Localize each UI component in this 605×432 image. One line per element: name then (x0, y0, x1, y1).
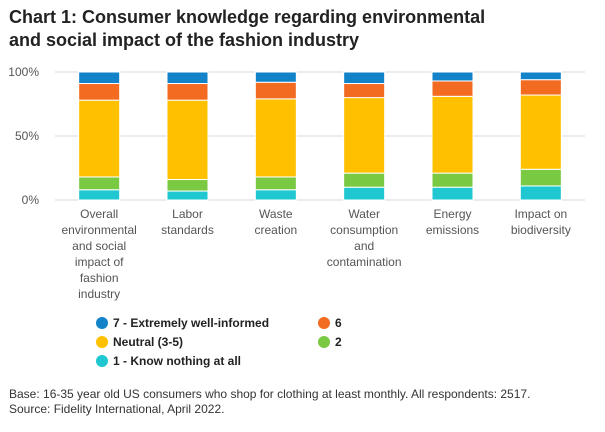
x-category-label: Waste creation (254, 207, 297, 237)
legend-item-2: 2 (318, 335, 398, 349)
bar-segment (519, 71, 562, 81)
x-category-label-line: Waste (259, 207, 293, 221)
footnote: Base: 16-35 year old US consumers who sh… (9, 387, 599, 417)
bar-segment (254, 71, 297, 83)
bar-segment (166, 179, 209, 192)
legend-swatch (96, 317, 108, 329)
x-category-label-line: impact of (75, 255, 124, 269)
x-category-label-line: industry (78, 287, 120, 301)
x-category-label-line: Water (348, 207, 380, 221)
x-category-label-line: fashion (80, 271, 119, 285)
bar-segment (254, 176, 297, 191)
bar-segment (343, 97, 386, 174)
legend-label: 1 - Know nothing at all (113, 354, 241, 368)
bar-segment (519, 94, 562, 170)
x-category-label-line: biodiversity (511, 223, 571, 237)
bar-segment (519, 168, 562, 187)
legend: 7 - Extremely well-informed 6 Neutral (3… (96, 316, 396, 368)
legend-item-6: 6 (318, 316, 398, 330)
chart-title: Chart 1: Consumer knowledge regarding en… (9, 6, 599, 52)
x-category-label-line: and (354, 239, 374, 253)
x-category-label: Labor standards (161, 207, 214, 237)
bar-segment (343, 83, 386, 99)
bar-segment (166, 83, 209, 101)
bar-segment (431, 172, 474, 188)
x-category-label: Energy emissions (426, 207, 479, 237)
x-category-label-line: consumption (330, 223, 398, 237)
legend-item-neutral: Neutral (3-5) (96, 335, 318, 349)
footnote-base: Base: 16-35 year old US consumers who sh… (9, 387, 531, 401)
footnote-source: Source: Fidelity International, April 20… (9, 402, 225, 416)
x-category-label-line: creation (254, 223, 297, 237)
legend-label: Neutral (3-5) (113, 335, 184, 349)
bar-segment (254, 189, 297, 201)
bar-segment (166, 71, 209, 85)
legend-swatch (96, 336, 108, 348)
bar-segment (78, 99, 121, 178)
bar-segment (166, 190, 209, 201)
bar-segment (519, 79, 562, 96)
legend-item-extremely-well-informed: 7 - Extremely well-informed (96, 316, 318, 330)
y-tick-label: 100% (8, 65, 39, 79)
bar-segment (254, 81, 297, 100)
bar-segment (343, 172, 386, 188)
x-category-label-line: environmental (61, 223, 136, 237)
y-tick-label: 0% (22, 193, 40, 207)
bar-segment (254, 98, 297, 178)
x-category-label-line: Impact on (514, 207, 567, 221)
legend-label: 6 (335, 316, 342, 330)
stacked-bar-chart: 0% 50% 100% Overall environmental and social i… (8, 65, 585, 301)
x-category-label: Water consumption and contamination (327, 207, 402, 269)
x-category-label-line: standards (161, 223, 214, 237)
x-category-label-line: Overall (80, 207, 118, 221)
x-category-label: Impact on biodiversity (511, 207, 571, 237)
chart-title-line-2: and social impact of the fashion industr… (9, 30, 360, 50)
bar-segment (166, 99, 209, 181)
legend-swatch (96, 355, 108, 367)
x-category-label-line: and social (72, 239, 126, 253)
legend-swatch (318, 336, 330, 348)
x-category-label-line: Labor (172, 207, 203, 221)
legend-item-know-nothing: 1 - Know nothing at all (96, 354, 318, 368)
bar-segment (431, 186, 474, 201)
bar-segment (78, 83, 121, 101)
x-category-label-line: Energy (433, 207, 471, 221)
bar-segment (78, 71, 121, 85)
legend-swatch (318, 317, 330, 329)
legend-label: 2 (335, 335, 342, 349)
bar-segment (78, 176, 121, 191)
bar-segment (343, 186, 386, 201)
legend-label: 7 - Extremely well-informed (113, 316, 270, 330)
bar-segment (519, 185, 562, 201)
x-category-label-line: emissions (426, 223, 479, 237)
bar-segment (78, 189, 121, 201)
bar-segment (431, 71, 474, 82)
x-category-label-line: contamination (327, 255, 402, 269)
y-tick-label: 50% (15, 129, 39, 143)
x-category-label: Overall environmental and social impact of f… (61, 207, 136, 301)
bar-segment (431, 95, 474, 174)
bar-segment (431, 80, 474, 97)
bar-segment (343, 71, 386, 85)
chart-title-line-1: Chart 1: Consumer knowledge regarding en… (9, 7, 486, 27)
